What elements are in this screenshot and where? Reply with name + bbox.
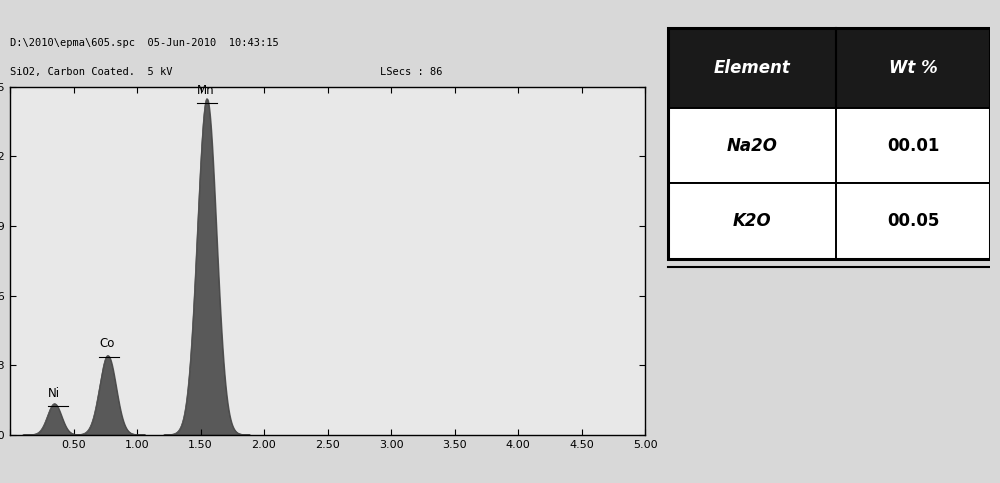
Text: SiO2, Carbon Coated.  5 kV: SiO2, Carbon Coated. 5 kV [10,67,173,77]
Text: 00.05: 00.05 [887,212,939,230]
Text: Ni: Ni [48,387,60,400]
Bar [668,184,990,259]
Text: Element: Element [714,59,791,77]
Text: D:\2010\epma\605.spc  05-Jun-2010  10:43:15: D:\2010\epma\605.spc 05-Jun-2010 10:43:1… [10,38,279,48]
Text: Mn: Mn [197,84,214,97]
Text: K2O: K2O [733,212,771,230]
Text: Wt %: Wt % [889,59,937,77]
Text: Co: Co [99,337,114,350]
Bar [668,28,990,108]
Bar [668,108,990,184]
Text: LSecs : 86: LSecs : 86 [380,67,442,77]
Text: Na2O: Na2O [727,137,778,155]
Bar [668,28,990,259]
Text: 00.01: 00.01 [887,137,939,155]
